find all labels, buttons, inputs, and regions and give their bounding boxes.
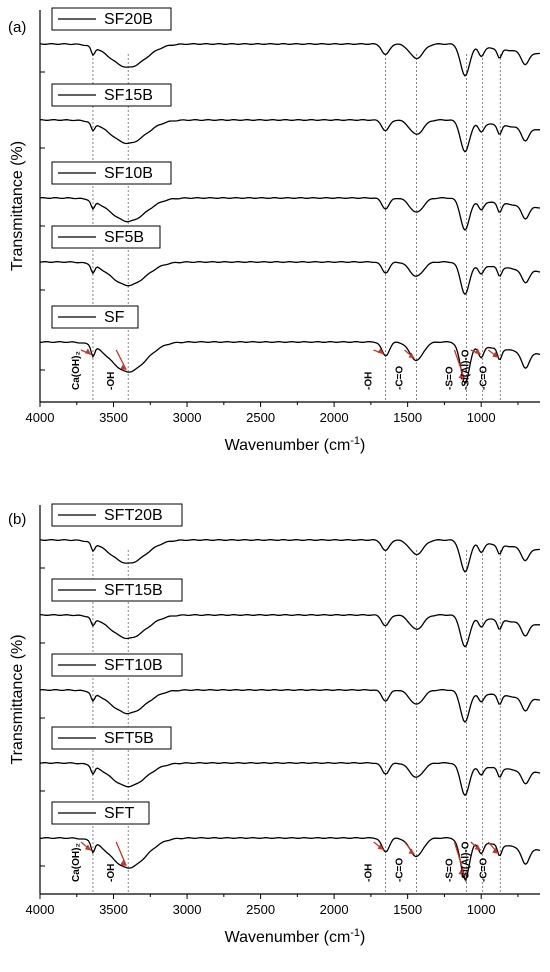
legend-box [51,726,172,750]
x-tick-label: 3000 [173,902,202,917]
annotation-arrowhead [458,373,465,380]
x-axis-title-sup: -1 [350,927,360,939]
annotation-arrowhead [408,352,415,359]
x-axis-title-close: ) [360,929,365,946]
annotation-arrowhead [408,848,415,855]
band-annotation: -Si(Al)-O [461,841,472,882]
legend-box [51,578,183,602]
band-annotation: Ca(OH)₂ [71,351,82,390]
legend-label: SFT5B [104,730,154,747]
x-tick-label: 2500 [246,902,275,917]
band-annotation: -C=O [478,366,489,390]
x-axis-title-close: ) [360,437,365,454]
annotation-arrowhead [120,363,127,370]
band-annotation: -Si(Al)-O [461,349,472,390]
series-line-SFT5B [39,762,541,797]
legend-label: SF10B [104,165,153,182]
x-tick-label: 1500 [393,410,422,425]
x-tick-label: 1000 [467,902,496,917]
annotation-arrowhead [474,844,481,851]
annotation-arrow [115,841,127,867]
x-tick-label: 3500 [99,902,128,917]
annotation-arrowhead [84,348,91,355]
legend-label: SF15B [104,87,153,104]
annotation-arrowhead [84,844,91,851]
legend-label: SFT20B [104,507,163,524]
band-annotation: -C=O [394,366,405,390]
band-annotation: -C=O [394,858,405,882]
legend-label: SF5B [104,229,144,246]
legend-label: SFT15B [104,582,163,599]
band-annotation: -S=O [444,858,455,882]
x-tick-label: 3500 [99,410,128,425]
legend-label: SF [104,309,125,326]
series-line-SFT10B [39,689,541,723]
annotation-arrowhead [492,351,499,358]
x-tick-label: 2000 [320,410,349,425]
x-tick-label: 4000 [26,902,55,917]
panel-label: (a) [8,19,26,36]
chart-panel-1: (a) 4000 3500 3000 2500 2000 1500 1000 Wavenumbe… [8,7,541,454]
x-axis-title: Wavenumber (cm-1) [225,927,366,946]
legend-box [51,653,183,677]
band-annotation: -S=O [444,366,455,390]
series-line-SFT15B [40,614,541,648]
band-annotation: -OH [106,864,117,882]
legend-label: SFT [104,805,134,822]
x-tick-label: 3000 [173,410,202,425]
annotation-arrowhead [474,348,481,355]
y-axis-title: Transmittance (%) [9,634,26,764]
legend-box [51,83,172,107]
legend-label: SF20B [104,11,153,28]
annotation-arrow [453,841,466,876]
x-tick-label: 4000 [26,410,55,425]
series-line-SF5B [39,261,541,296]
legend-box [51,7,172,31]
series-line-SFT [40,837,541,881]
annotation-arrowhead [377,347,384,354]
x-tick-label: 2500 [246,410,275,425]
legend-box [51,503,183,527]
x-axis-title-sup: -1 [350,435,360,447]
series-line-SF15B [40,119,541,153]
legend-box [51,161,172,185]
series-line-SF [40,341,541,385]
annotation-arrowhead [120,859,127,866]
band-annotation: -OH [106,372,117,390]
annotation-arrowhead [492,847,499,854]
x-axis-title: Wavenumber (cm-1) [225,435,366,454]
x-tick-label: 1000 [467,410,496,425]
y-axis-title: Transmittance (%) [9,141,26,271]
series-line-SF20B [39,43,541,77]
legend-label: SFT10B [104,657,163,674]
band-annotation: Ca(OH)₂ [71,843,82,882]
x-tick-label: 2000 [320,902,349,917]
annotation-arrowhead [458,869,465,876]
legend-box [51,225,161,249]
annotation-arrowhead [377,843,384,850]
band-annotation: -OH [364,372,375,390]
series-line-SF10B [39,197,541,231]
band-annotation: -C=O [478,858,489,882]
legend-box [51,801,150,825]
annotation-arrow [453,349,466,380]
chart-panel-2: (b) 4000 3500 3000 2500 2000 1500 1000 Wavenumbe… [8,503,541,946]
band-annotation: -OH [364,864,375,882]
panel-label: (b) [8,511,26,528]
x-tick-label: 1500 [393,902,422,917]
series-line-SFT20B [39,539,541,573]
